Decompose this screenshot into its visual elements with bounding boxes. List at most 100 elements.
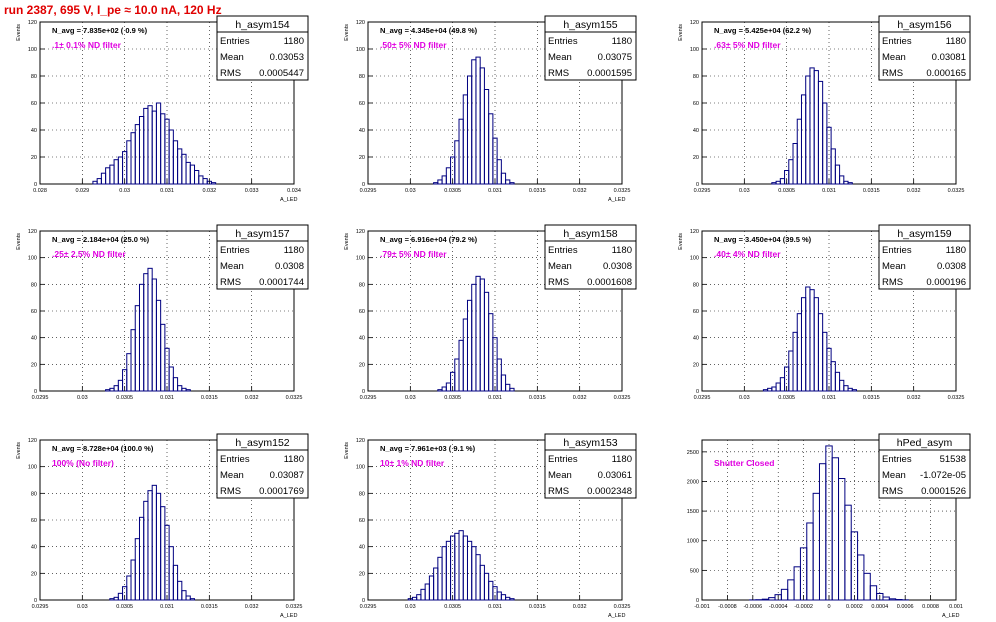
histogram-bin [492, 137, 498, 185]
navg-annotation: N_avg = 7.961e+03 ( 9.1 %) [380, 444, 476, 453]
histogram-bin [844, 504, 852, 601]
stats-value: 0.03087 [270, 470, 304, 481]
histogram-bin [138, 116, 145, 185]
histogram-bin [433, 567, 439, 601]
y-tick-label: 60 [359, 101, 365, 107]
histogram-bin [788, 350, 794, 392]
histogram-bin [441, 175, 447, 185]
histogram-bin [126, 575, 132, 601]
stats-label: RMS [548, 277, 569, 288]
x-tick-label: 0.03 [77, 395, 88, 401]
stats-label: Entries [882, 454, 912, 465]
y-tick-label: 100 [28, 256, 37, 262]
histogram-bin [185, 161, 191, 185]
y-tick-label: 80 [31, 491, 37, 497]
histogram-bin [437, 389, 443, 392]
stats-label: Entries [548, 454, 578, 465]
x-tick-label: 0.0315 [529, 395, 546, 401]
histogram-bin [509, 598, 515, 601]
x-tick-label: 0.031 [160, 188, 174, 194]
x-tick-label: 0 [827, 604, 830, 610]
histogram-bin [888, 598, 897, 601]
histogram-bin [126, 140, 132, 185]
y-tick-label: 40 [31, 545, 37, 551]
histogram-bin [458, 530, 464, 601]
histogram-bin [834, 164, 841, 185]
histogram-bin [130, 559, 136, 601]
y-tick-label: 20 [31, 362, 37, 368]
histogram-bin [109, 598, 115, 601]
histogram-bin [420, 588, 426, 601]
histogram-bin [483, 291, 490, 392]
histogram-bin [809, 67, 815, 185]
histogram-bin [863, 572, 871, 601]
histogram-bin [138, 516, 145, 601]
histogram-bin [796, 313, 802, 392]
y-tick-label: 60 [31, 309, 37, 315]
histogram-panel: 0.0295 0.03 0.0305 0.031 0.0315 0.032 0.0325 0 2… [344, 433, 637, 619]
y-tick-label: 20 [359, 155, 365, 161]
x-tick-label: -0.0002 [794, 604, 813, 610]
histogram-bin [109, 387, 115, 392]
histogram-panel: 0.0295 0.03 0.0305 0.031 0.0315 0.032 0.0325 0 2… [678, 15, 971, 194]
histogram-bin [505, 596, 511, 601]
histogram-bin [113, 159, 119, 185]
x-tick-label: 0.031 [822, 188, 836, 194]
stats-label: Mean [882, 470, 906, 481]
histogram-bin [869, 585, 878, 601]
histogram-name: h_asym156 [897, 19, 951, 31]
y-tick-label: 0 [362, 389, 365, 395]
stats-box [544, 240, 637, 290]
histogram-bin [796, 118, 802, 185]
x-tick-label: 0.0295 [694, 395, 711, 401]
stats-value: 1180 [284, 36, 304, 47]
x-axis-label: A_LED [280, 197, 297, 203]
x-tick-label: -0.001 [694, 604, 710, 610]
y-tick-label: 500 [690, 568, 699, 574]
x-tick-label: 0.0325 [614, 395, 631, 401]
histogram-bin [189, 598, 196, 601]
y-tick-label: 100 [356, 465, 365, 471]
stats-label: Entries [220, 245, 250, 256]
y-tick-label: 80 [693, 282, 699, 288]
navg-annotation: N_avg = 6.916e+04 (79.2 %) [380, 235, 478, 244]
histogram-bin [113, 385, 119, 392]
histogram-bin [454, 140, 460, 185]
histogram-bin [496, 591, 502, 601]
stats-value: 1180 [612, 36, 632, 47]
y-tick-label: 120 [356, 20, 365, 26]
histogram-bin [479, 278, 485, 392]
histogram-bin [185, 389, 191, 392]
x-tick-label: 0.0305 [444, 188, 461, 194]
x-tick-label: 0.031 [822, 395, 836, 401]
histogram-bin [479, 564, 485, 601]
y-tick-label: 20 [693, 362, 699, 368]
histogram-bin [185, 595, 191, 601]
x-tick-label: 0.0315 [863, 395, 880, 401]
stats-label: Mean [548, 261, 572, 272]
histogram-bin [500, 374, 507, 392]
y-tick-label: 40 [359, 545, 365, 551]
stats-value: -1.072e-05 [920, 470, 966, 481]
y-tick-label: 1000 [687, 539, 699, 545]
stats-value: 51538 [940, 454, 966, 465]
y-axis-label: Events [16, 233, 22, 250]
histogram-bin [466, 540, 473, 601]
x-tick-label: 0.03 [739, 395, 750, 401]
histogram-bin [882, 596, 890, 601]
y-tick-label: 20 [359, 362, 365, 368]
y-tick-label: 80 [359, 491, 365, 497]
histogram-bin [843, 180, 849, 185]
stats-value: 1180 [612, 245, 632, 256]
histogram-bin [92, 180, 98, 185]
histogram-bin [843, 385, 849, 392]
x-tick-label: 0.0305 [778, 188, 795, 194]
stats-label: Mean [882, 52, 906, 63]
x-tick-label: 0.0325 [286, 604, 303, 610]
x-tick-label: 0.0295 [694, 188, 711, 194]
x-tick-label: 0.0325 [614, 188, 631, 194]
x-tick-label: 0.0325 [948, 395, 965, 401]
x-tick-label: 0.0305 [444, 395, 461, 401]
histogram-bin [509, 182, 515, 185]
